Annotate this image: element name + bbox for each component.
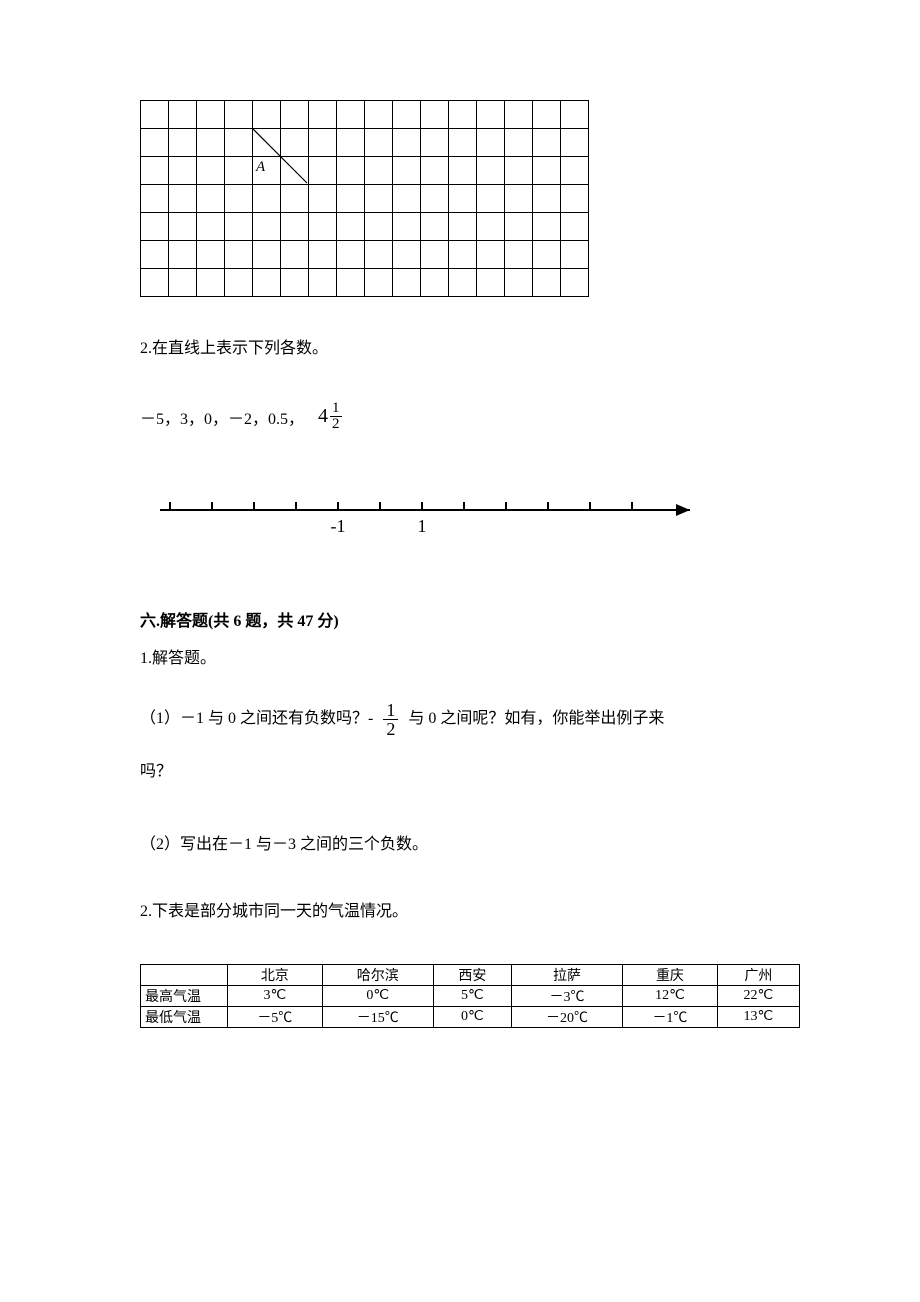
table-cell: 22℃ <box>717 985 799 1006</box>
table-col-header: 哈尔滨 <box>322 964 433 985</box>
mixed-frac: 1 2 <box>330 401 342 432</box>
mixed-whole: 4 <box>318 405 328 428</box>
table-cell: －5℃ <box>228 1006 323 1027</box>
section-6-header: 六.解答题(共 6 题，共 47 分) <box>140 607 780 631</box>
table-cell: 5℃ <box>433 985 511 1006</box>
table-row: 最高气温 3℃ 0℃ 5℃ －3℃ 12℃ 22℃ <box>141 985 800 1006</box>
q6-1-1-line2: 吗？ <box>140 754 780 791</box>
table-row-header: 最高气温 <box>141 985 228 1006</box>
mixed-den: 2 <box>330 417 342 432</box>
table-col-header: 北京 <box>228 964 323 985</box>
mixed-num: 1 <box>330 401 342 417</box>
table-header-row: 北京 哈尔滨 西安 拉萨 重庆 广州 <box>141 964 800 985</box>
table-row-header: 最低气温 <box>141 1006 228 1027</box>
table-cell: 3℃ <box>228 985 323 1006</box>
q6-1-1-post: 与 0 之间呢？如有，你能举出例子来 <box>408 710 664 727</box>
svg-text:1: 1 <box>418 516 427 536</box>
q2-prompt: 2.在直线上表示下列各数。 <box>140 337 780 361</box>
q2-mixed-fraction: 4 1 2 <box>318 401 344 432</box>
number-line: -1 1 <box>140 482 700 542</box>
table-col-header: 拉萨 <box>511 964 622 985</box>
table-cell: －3℃ <box>511 985 622 1006</box>
table-cell: －1℃ <box>623 1006 718 1027</box>
triangle-label-a: A <box>256 159 265 176</box>
table-col-header: 西安 <box>433 964 511 985</box>
temperature-table: 北京 哈尔滨 西安 拉萨 重庆 广州 最高气温 3℃ 0℃ 5℃ －3℃ 12℃… <box>140 964 800 1028</box>
number-line-labels: -1 1 <box>331 516 427 536</box>
q6-1-label: 1.解答题。 <box>140 647 780 671</box>
table-cell: 12℃ <box>623 985 718 1006</box>
number-line-ticks <box>170 502 632 510</box>
q2-numbers-text: －5，3，0，－2，0.5， <box>140 405 304 429</box>
q6-1-1-pre: （1）－1 与 0 之间还有负数吗？- <box>140 710 373 727</box>
table-cell: 0℃ <box>433 1006 511 1027</box>
table-cell: －15℃ <box>322 1006 433 1027</box>
svg-text:-1: -1 <box>331 516 346 536</box>
grid-figure: A <box>140 100 589 297</box>
table-cell: －20℃ <box>511 1006 622 1027</box>
q6-1-1-fraction: 1 2 <box>383 701 398 738</box>
q6-1-1: （1）－1 与 0 之间还有负数吗？- 1 2 与 0 之间呢？如有，你能举出例… <box>140 701 780 738</box>
q2-number-list: －5，3，0，－2，0.5， 4 1 2 <box>140 401 780 432</box>
table-cell: 13℃ <box>717 1006 799 1027</box>
q6-2-label: 2.下表是部分城市同一天的气温情况。 <box>140 900 780 924</box>
table-corner-cell <box>141 964 228 985</box>
table-col-header: 重庆 <box>623 964 718 985</box>
frac-num: 1 <box>383 701 398 720</box>
table-row: 最低气温 －5℃ －15℃ 0℃ －20℃ －1℃ 13℃ <box>141 1006 800 1027</box>
page: A 2.在直线上表示下列各数。 －5，3，0，－2，0.5， 4 1 2 -1 1… <box>0 0 920 1302</box>
table-col-header: 广州 <box>717 964 799 985</box>
q6-1-2: （2）写出在－1 与－3 之间的三个负数。 <box>140 827 780 864</box>
table-cell: 0℃ <box>322 985 433 1006</box>
frac-den: 2 <box>383 720 398 738</box>
